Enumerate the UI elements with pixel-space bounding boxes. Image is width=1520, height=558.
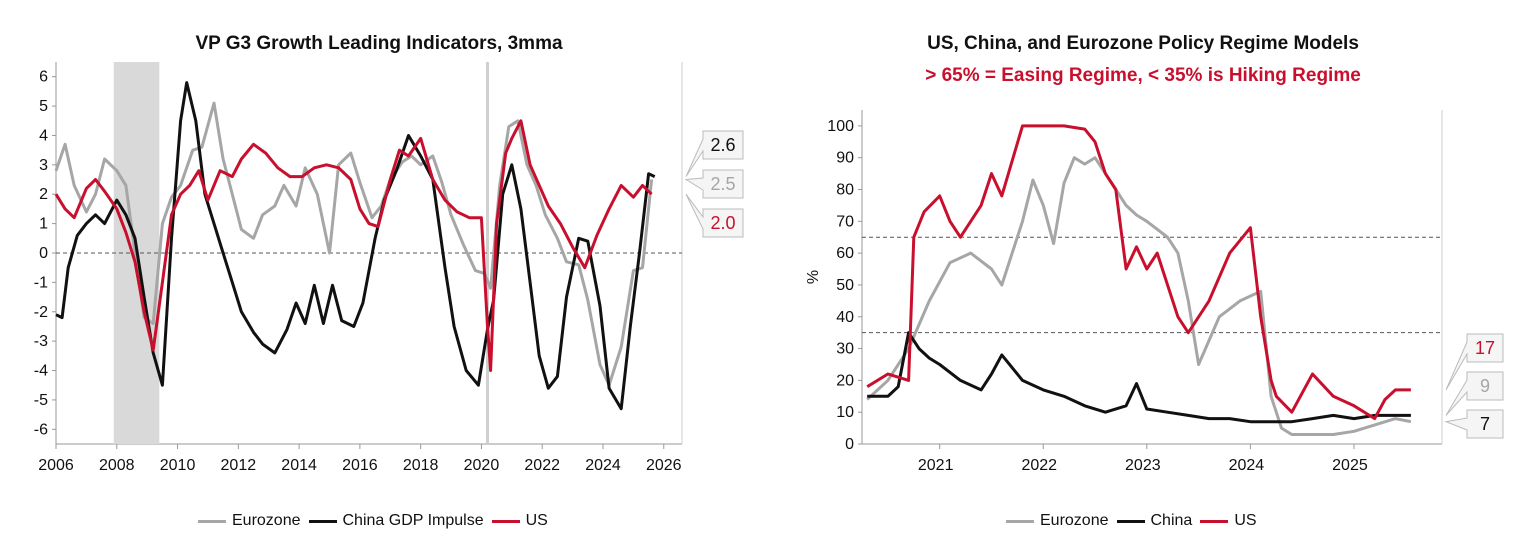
left-ytick-label: -5	[34, 392, 48, 409]
left-ytick-label: -3	[34, 333, 48, 350]
right-ytick-label: 10	[836, 404, 854, 421]
left-xtick-label: 2010	[160, 457, 196, 474]
left-xtick-label: 2026	[646, 457, 682, 474]
left-ytick-label: 2	[39, 186, 48, 203]
right-xtick-label: 2021	[918, 457, 954, 474]
left-xtick-label: 2008	[99, 457, 135, 474]
legend-swatch-us	[1200, 519, 1229, 523]
right-chart-svg: 0 10 20 30 40 50 60 70 80 90 100 2021 2022 2023 2024 20…	[805, 110, 1504, 474]
right-callout-box	[1444, 409, 1504, 439]
legend-swatch-eurozone	[198, 519, 226, 523]
right-callout-label: 9	[1480, 376, 1490, 396]
legend-label-us: US	[525, 512, 548, 529]
left-ytick-label: 5	[39, 98, 48, 115]
left-callout-label: 2.5	[710, 174, 735, 194]
left-ytick-label: 1	[39, 216, 48, 233]
left-xtick-label: 2024	[585, 457, 621, 474]
left-xtick-label: 2016	[342, 457, 378, 474]
right-xtick-label: 2024	[1229, 457, 1265, 474]
left-ytick-label: 0	[39, 245, 48, 262]
left-chart-title: VP G3 Growth Leading Indicators, 3mma	[195, 33, 563, 54]
right-callout-box	[1445, 371, 1504, 416]
left-xtick-label: 2020	[464, 457, 500, 474]
right-ytick-label: 40	[836, 309, 854, 326]
right-callout-box	[1445, 333, 1504, 391]
right-ytick-label: 90	[836, 150, 854, 167]
right-xtick-label: 2022	[1021, 457, 1057, 474]
left-chart-panel: VP G3 Growth Leading Indicators, 3mma 6 5…	[34, 33, 744, 530]
left-xtick-label: 2018	[403, 457, 439, 474]
left-series-china-gdp-impulse	[55, 81, 656, 411]
legend-swatch-us	[491, 519, 520, 523]
right-callout-label: 7	[1480, 414, 1490, 434]
left-ytick-label: 3	[39, 157, 48, 174]
right-ytick-label: 50	[836, 277, 854, 294]
left-callout-box	[685, 193, 744, 238]
right-chart-legend: Eurozone China US	[998, 512, 1257, 530]
left-xtick-label: 2012	[221, 457, 257, 474]
left-xtick-label: 2006	[38, 457, 74, 474]
left-xtick-label: 2022	[524, 457, 560, 474]
right-chart-subtitle: > 65% = Easing Regime, < 35% is Hiking R…	[925, 65, 1361, 86]
legend-label-us: US	[1234, 512, 1257, 529]
right-ytick-label: 70	[836, 213, 854, 230]
right-ytick-label: 80	[836, 182, 854, 199]
left-series-eurozone	[54, 101, 654, 387]
right-xtick-label: 2023	[1125, 457, 1161, 474]
right-series-china	[867, 331, 1411, 424]
legend-label-china: China	[1150, 512, 1193, 529]
right-ytick-label: 20	[836, 372, 854, 389]
left-callout-box	[684, 169, 744, 199]
left-xtick-label: 2014	[281, 457, 317, 474]
left-callout-label: 2.0	[710, 213, 735, 233]
legend-swatch-eurozone	[1006, 519, 1034, 523]
left-ytick-label: -1	[34, 274, 48, 291]
right-ytick-label: 0	[845, 436, 854, 453]
right-series-eurozone	[866, 156, 1412, 436]
left-ytick-label: -4	[34, 363, 48, 380]
legend-swatch-china-gdp-impulse	[308, 519, 337, 523]
legend-label-eurozone: Eurozone	[1040, 512, 1109, 529]
right-chart-panel: US, China, and Eurozone Policy Regime Mo…	[760, 0, 1520, 558]
right-chart-title: US, China, and Eurozone Policy Regime Mo…	[927, 33, 1359, 54]
left-callout-label: 2.6	[710, 135, 735, 155]
right-callout-label: 17	[1475, 338, 1495, 358]
legend-label-eurozone: Eurozone	[232, 512, 301, 529]
right-ytick-label: 30	[836, 341, 854, 358]
right-xtick-label: 2025	[1332, 457, 1368, 474]
legend-swatch-china	[1116, 519, 1145, 523]
right-series-us	[866, 124, 1411, 421]
left-callout-box	[685, 130, 744, 177]
left-ytick-label: -2	[34, 304, 48, 321]
left-ytick-label: 4	[39, 127, 48, 144]
left-chart-legend: Eurozone China GDP Impulse US	[190, 512, 548, 530]
left-ytick-label: 6	[39, 69, 48, 86]
left-series-us	[54, 119, 653, 372]
left-ytick-label: -6	[34, 421, 48, 438]
right-ytick-label: 60	[836, 245, 854, 262]
right-ytick-label: 100	[827, 118, 854, 135]
left-chart-svg: 6 5 4 3 2 1 0 -1 -2 -3 -4 -5 -6 2006 2008 2010 2012 2014 2…	[34, 62, 744, 474]
legend-label-china-gdp-impulse: China GDP Impulse	[342, 512, 484, 529]
right-ylabel: %	[805, 270, 822, 284]
